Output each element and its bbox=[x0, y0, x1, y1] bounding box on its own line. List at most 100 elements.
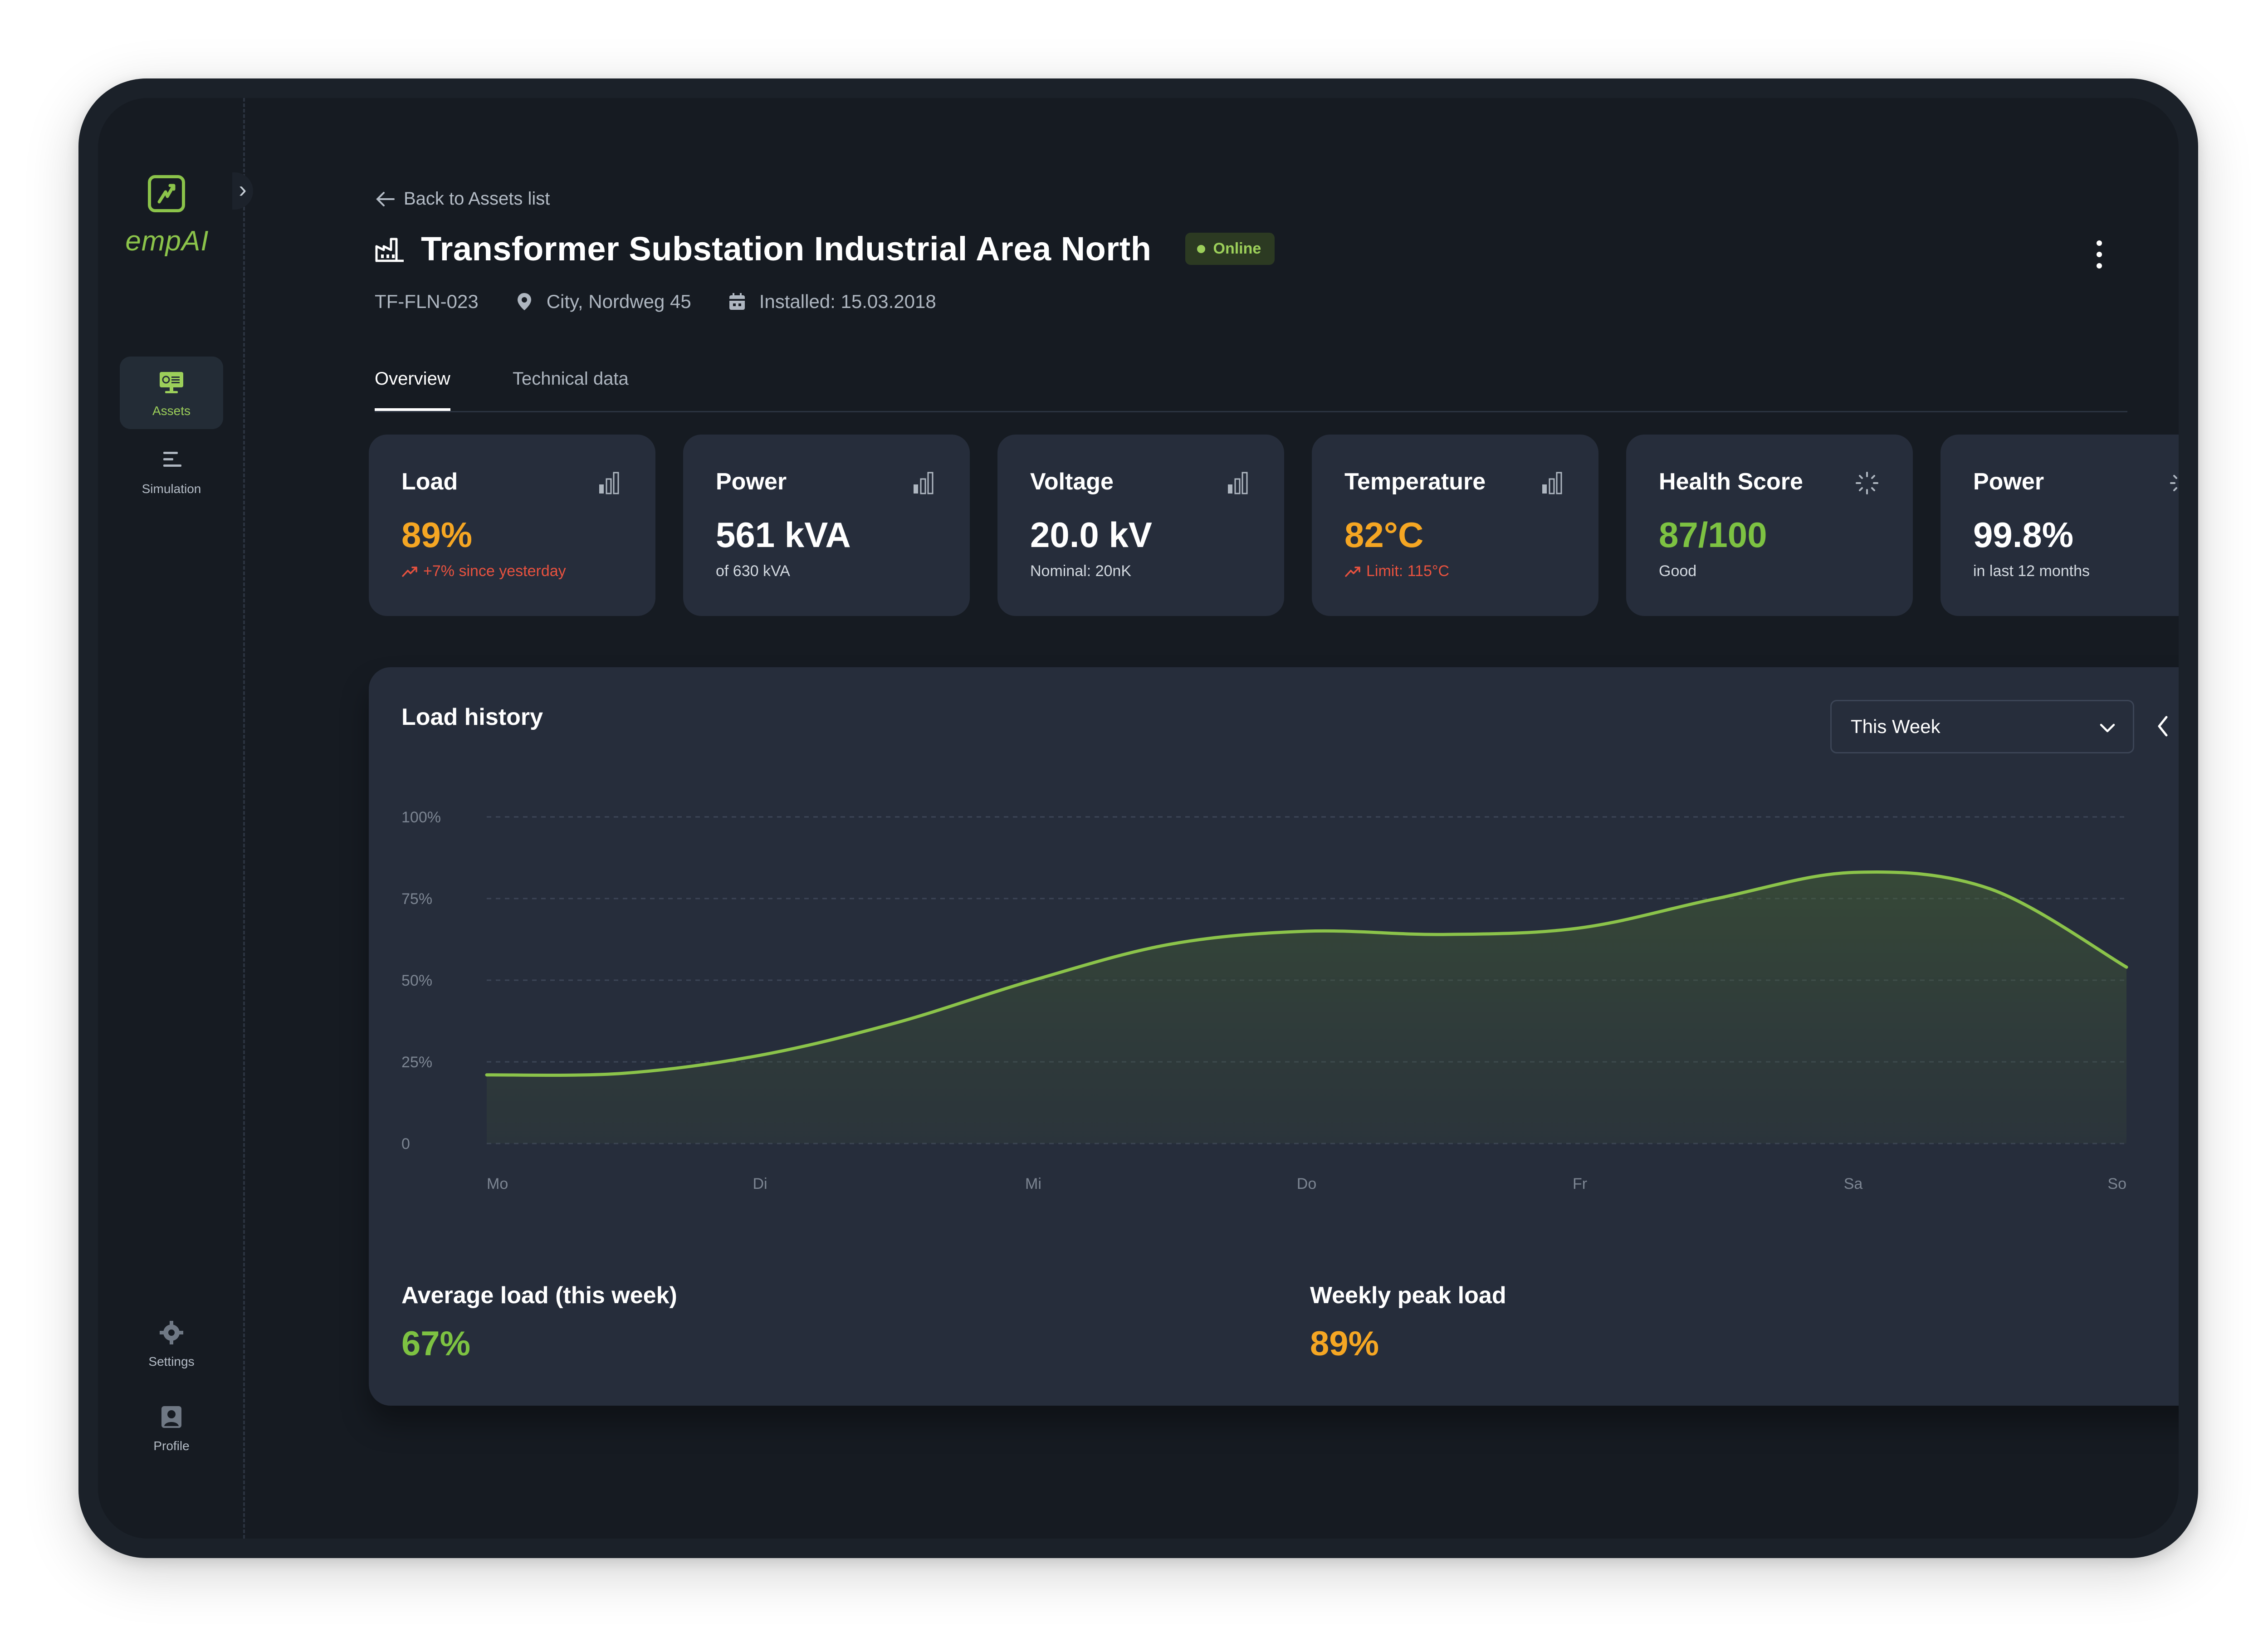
average-load-value: 67% bbox=[401, 1324, 471, 1363]
sidebar-item-label: Assets bbox=[152, 404, 191, 418]
card-subtitle: +7% since yesterday bbox=[401, 562, 566, 580]
card-title: Power bbox=[1973, 469, 2044, 495]
card-title: Temperature bbox=[1344, 469, 1486, 495]
card-subtitle: Good bbox=[1659, 562, 1696, 580]
x-tick-label: Mi bbox=[1025, 1175, 1041, 1192]
card-title: Power bbox=[716, 469, 787, 495]
sidebar: empAI Assets Si bbox=[98, 98, 245, 1539]
kpi-card-health-score[interactable]: Health Score 87/100 Good bbox=[1626, 435, 1913, 616]
status-dot-icon bbox=[1197, 244, 1205, 253]
card-title: Voltage bbox=[1030, 469, 1114, 495]
card-value: 82°C bbox=[1344, 515, 1424, 555]
sidebar-item-label: Settings bbox=[148, 1354, 195, 1368]
y-tick-label: 25% bbox=[401, 1054, 432, 1071]
simulation-icon bbox=[163, 452, 181, 467]
card-subtitle-text: Good bbox=[1659, 562, 1697, 580]
range-select-value: This Week bbox=[1851, 716, 1941, 737]
card-value: 99.8% bbox=[1973, 515, 2074, 555]
card-title: Health Score bbox=[1659, 469, 1803, 495]
sidebar-item-label: Simulation bbox=[142, 482, 201, 496]
card-subtitle: in last 12 months bbox=[1973, 562, 2090, 580]
bar-chart-icon bbox=[914, 472, 934, 494]
card-subtitle: Limit: 115°C bbox=[1344, 562, 1449, 580]
assets-icon bbox=[160, 372, 183, 393]
trend-up-icon bbox=[402, 566, 417, 577]
arrow-left-icon bbox=[376, 191, 395, 206]
title-row: Transformer Substation Industrial Area N… bbox=[375, 230, 1275, 268]
user-icon bbox=[161, 1406, 181, 1428]
card-subtitle-text: of 630 kVA bbox=[716, 562, 790, 580]
card-subtitle-text: in last 12 months bbox=[1973, 562, 2090, 580]
x-tick-label: Sa bbox=[1844, 1175, 1863, 1192]
asset-meta: TF-FLN-023 City, Nordweg 45 Installed: 1… bbox=[375, 291, 936, 313]
y-tick-label: 0 bbox=[401, 1135, 410, 1153]
bar-chart-icon bbox=[599, 472, 619, 494]
kpi-card-temperature[interactable]: Temperature 82°C Limit: 115°C bbox=[1312, 435, 1598, 616]
x-tick-label: Di bbox=[753, 1175, 767, 1192]
y-tick-label: 50% bbox=[401, 972, 432, 989]
kpi-card-load[interactable]: Load 89% +7% since yesterday bbox=[369, 435, 655, 616]
tab-bar: Overview Technical data bbox=[375, 361, 2127, 412]
status-badge: Online bbox=[1185, 233, 1275, 265]
asset-location: City, Nordweg 45 bbox=[546, 291, 691, 312]
kpi-card-power[interactable]: Power 561 kVA of 630 kVA bbox=[683, 435, 970, 616]
x-tick-label: Fr bbox=[1573, 1175, 1587, 1192]
range-select[interactable]: This Week bbox=[1830, 700, 2134, 753]
average-load-label: Average load (this week) bbox=[401, 1282, 677, 1309]
app-screen: empAI Assets Si bbox=[98, 98, 2179, 1539]
chart-line bbox=[485, 870, 2128, 1077]
tab-technical-data[interactable]: Technical data bbox=[513, 369, 629, 389]
sidebar-item-assets[interactable]: Assets bbox=[120, 357, 223, 429]
more-options-icon[interactable] bbox=[2090, 239, 2108, 270]
kpi-card-voltage[interactable]: Voltage 20.0 kV Nominal: 20nK bbox=[997, 435, 1284, 616]
card-title: Load bbox=[401, 469, 458, 495]
asset-installed-date: Installed: 15.03.2018 bbox=[759, 291, 936, 312]
x-tick-label: So bbox=[2107, 1175, 2126, 1192]
sidebar-item-settings[interactable]: Settings bbox=[120, 1307, 223, 1380]
device-frame: empAI Assets Si bbox=[78, 78, 2198, 1558]
gear-icon bbox=[160, 1321, 183, 1344]
logo-icon bbox=[148, 175, 185, 212]
tab-overview[interactable]: Overview bbox=[375, 361, 450, 411]
kpi-card-power-availability[interactable]: Power 99.8% in last 12 months bbox=[1941, 435, 2179, 616]
card-value: 20.0 kV bbox=[1030, 515, 1152, 555]
back-link-label: Back to Assets list bbox=[404, 189, 550, 209]
y-tick-label: 100% bbox=[401, 809, 441, 826]
trend-up-icon bbox=[1345, 566, 1360, 577]
factory-icon bbox=[375, 238, 404, 262]
chevron-left-icon[interactable] bbox=[2154, 713, 2172, 740]
loading-icon bbox=[2170, 475, 2177, 491]
status-label: Online bbox=[1213, 240, 1261, 257]
sidebar-item-profile[interactable]: Profile bbox=[120, 1392, 223, 1464]
panel-title: Load history bbox=[401, 704, 543, 730]
x-tick-label: Mo bbox=[487, 1175, 508, 1192]
peak-load-value: 89% bbox=[1310, 1324, 1379, 1363]
load-history-chart: 100% 75% 50% 25% 0 Mo Di Mi Do Fr Sa So bbox=[401, 809, 2128, 1192]
loading-icon bbox=[1856, 472, 1878, 494]
card-subtitle: Nominal: 20nK bbox=[1030, 562, 1131, 580]
card-subtitle-text: +7% since yesterday bbox=[423, 562, 566, 580]
card-value: 89% bbox=[401, 515, 473, 555]
location-pin-icon bbox=[517, 293, 531, 310]
chevron-down-icon bbox=[2100, 723, 2115, 733]
sidebar-item-simulation[interactable]: Simulation bbox=[120, 435, 223, 507]
calendar-icon bbox=[729, 293, 745, 310]
chart-area bbox=[487, 872, 2126, 1143]
card-value: 561 kVA bbox=[716, 515, 851, 555]
sidebar-item-label: Profile bbox=[153, 1439, 190, 1453]
asset-id: TF-FLN-023 bbox=[375, 291, 479, 312]
card-subtitle-text: Limit: 115°C bbox=[1366, 562, 1450, 580]
card-value: 87/100 bbox=[1659, 515, 1767, 555]
x-tick-label: Do bbox=[1297, 1175, 1316, 1192]
card-subtitle: of 630 kVA bbox=[716, 562, 790, 580]
peak-load-label: Weekly peak load bbox=[1310, 1282, 1506, 1309]
main-content: Back to Assets list Transformer Substati… bbox=[270, 98, 2179, 1539]
back-link[interactable]: Back to Assets list bbox=[375, 189, 550, 209]
sidebar-collapse-button[interactable]: › bbox=[232, 172, 253, 210]
load-history-panel: Load history This Week bbox=[369, 667, 2179, 1406]
chevron-right-icon: › bbox=[239, 176, 247, 203]
card-subtitle-text: Nominal: 20nK bbox=[1030, 562, 1132, 580]
bar-chart-icon bbox=[1228, 472, 1248, 494]
bar-chart-icon bbox=[1542, 472, 1562, 494]
brand-name: empAI bbox=[125, 225, 209, 257]
